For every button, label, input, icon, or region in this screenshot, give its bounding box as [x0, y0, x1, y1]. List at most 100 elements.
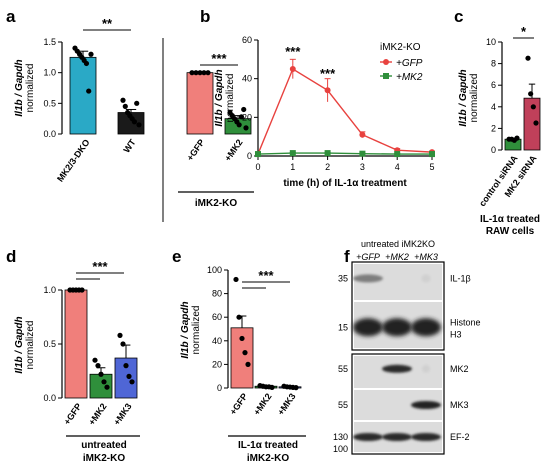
blot-band: [393, 274, 401, 283]
blot-band: [382, 433, 412, 441]
data-point: [79, 287, 85, 293]
blot-marker-extra: 100: [333, 444, 348, 454]
blot-label-4: EF-2: [450, 432, 470, 442]
data-point: [233, 276, 239, 283]
group-label-line1: untreated: [81, 440, 127, 451]
y-tick-label: 6: [491, 80, 496, 90]
data-point: [289, 150, 296, 157]
data-point: [120, 97, 126, 103]
blot-marker-4: 130: [333, 432, 348, 442]
group-label-line2: iMK2-KO: [247, 453, 289, 464]
data-point: [269, 384, 275, 391]
sig-b-1: ***: [285, 44, 301, 59]
blot-marker-0: 35: [338, 273, 348, 283]
data-point: [189, 70, 195, 76]
panel-a-ylabel-sub: normalized: [25, 64, 36, 113]
y-tick-label: 2: [491, 123, 496, 133]
blot-label-3: MK3: [450, 400, 469, 410]
x-label-gfp: +GFP: [185, 137, 207, 162]
data-point: [122, 103, 128, 109]
bar: [64, 289, 88, 399]
y-tick-label: 80: [212, 289, 222, 299]
x-label-mk3: +MK3: [276, 391, 298, 417]
blot-lane-label: +MK2: [385, 252, 409, 262]
blot-lane-label: +GFP: [356, 252, 380, 262]
y-tick-label: 100: [207, 265, 222, 275]
y-tick-label: 60: [242, 35, 252, 45]
panel-e-ylabel: Il1b / Gapdh: [180, 301, 191, 358]
x-label-wt: WT: [121, 137, 138, 155]
legend-marker-mk2: [383, 73, 389, 79]
data-point: [101, 379, 107, 385]
data-point: [530, 104, 536, 110]
y-tick-label: 40: [242, 74, 252, 84]
data-point: [95, 363, 101, 369]
blot-lane-label: +MK3: [414, 252, 438, 262]
y-tick-label: 40: [212, 336, 222, 346]
data-point: [129, 379, 135, 385]
series-line-mk2: [257, 152, 432, 155]
blot-label-2: MK2: [450, 364, 469, 374]
blot-marker-2: 55: [338, 364, 348, 374]
y-tick-label: 0.0: [43, 129, 56, 139]
data-point: [123, 363, 129, 369]
y-tick-label: 20: [212, 359, 222, 369]
data-point: [126, 373, 132, 379]
legend-marker-gfp: [383, 59, 389, 65]
blot-band: [422, 364, 430, 373]
blot-band: [421, 274, 431, 283]
data-point: [86, 88, 92, 94]
panel-letter-b: b: [200, 7, 210, 26]
panel-a-ylabel: Il1b / Gapdh: [14, 59, 25, 116]
data-point: [197, 70, 203, 76]
data-point: [514, 135, 520, 141]
data-point: [242, 350, 248, 356]
data-point: [525, 55, 531, 61]
blot-band: [353, 433, 383, 441]
data-point: [429, 151, 435, 158]
legend-label-gfp: +GFP: [396, 58, 423, 69]
x-label-gfp: +GFP: [62, 401, 84, 426]
y-tick-label: 10: [486, 37, 496, 47]
y-tick-label: 60: [212, 312, 222, 322]
data-point: [134, 100, 140, 106]
y-tick-label: 20: [242, 112, 252, 122]
x-axis-label: time (h) of IL-1α treatment: [283, 178, 407, 189]
y-tick-label: 4: [491, 102, 496, 112]
panel-d-chart: 0.0 0.5 1.0 Il1b / Gapdh normalized +GFP +MK2 +…: [14, 259, 140, 464]
data-point: [236, 122, 242, 128]
panel-c-ylabel: Il1b / Gapdh: [458, 69, 469, 126]
panel-letter-c: c: [454, 7, 463, 26]
series-line-gfp: [257, 67, 433, 155]
sig-d-1: ***: [92, 259, 108, 274]
data-point: [528, 91, 534, 97]
panel-b-ylabel-sub: normalized: [225, 74, 236, 123]
x-tick-label: 2: [325, 162, 330, 172]
data-point: [394, 151, 401, 158]
y-tick-label: 0.5: [43, 98, 56, 108]
y-tick-label: 0: [247, 151, 252, 161]
panel-b-ylabel: Il1b / Gapdh: [214, 69, 225, 126]
data-point: [201, 70, 207, 76]
sig-b-2: ***: [320, 66, 336, 81]
data-point: [120, 341, 126, 347]
panel-letter-e: e: [172, 247, 181, 266]
data-point: [236, 314, 242, 320]
blot-frame-top: [351, 261, 445, 351]
sig-c-1: *: [521, 24, 527, 39]
y-tick-label: 1.0: [43, 285, 56, 295]
panel-letter-f: f: [344, 247, 350, 266]
panel-d-ylabel: Il1b / Gapdh: [14, 316, 25, 373]
data-point: [83, 60, 90, 67]
x-label-mk2: +MK2: [252, 391, 274, 417]
blot-band: [411, 401, 441, 409]
x-label-mk2: +MK2: [223, 137, 245, 163]
x-label-mk2: +MK2: [87, 401, 109, 427]
blot-band: [411, 318, 441, 337]
blot-label-1-b: H3: [450, 329, 462, 339]
blot-label-1: Histone: [450, 317, 481, 327]
panel-letter-d: d: [6, 247, 16, 266]
panel-f-blot: untreated iMK2KO +GFP +MK2 +MK3 35 IL-1β 15 His…: [333, 239, 481, 455]
